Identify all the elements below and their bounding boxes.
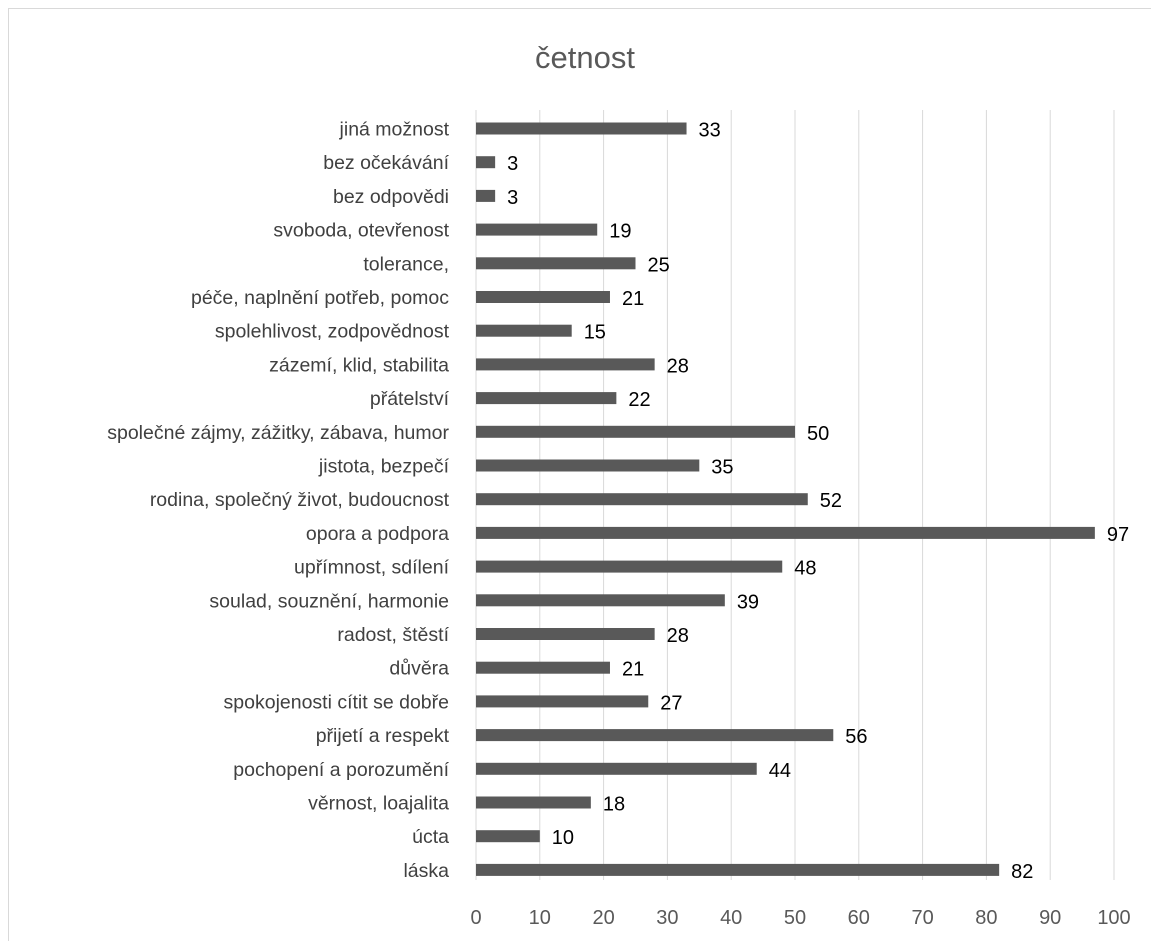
x-tick-label: 0 xyxy=(470,907,481,929)
category-label: zázemí, klid, stabilita xyxy=(269,354,449,376)
category-label: opora a podpora xyxy=(306,523,449,545)
x-tick-label: 20 xyxy=(592,907,614,929)
bar-series xyxy=(476,122,1095,876)
bar xyxy=(476,762,757,775)
bar xyxy=(476,291,610,303)
x-tick-label: 10 xyxy=(529,907,551,929)
category-label: spolehlivost, zodpovědnost xyxy=(215,321,450,343)
data-label: 15 xyxy=(584,322,606,344)
bar xyxy=(476,324,572,337)
category-label: jiná možnost xyxy=(339,119,450,141)
bar xyxy=(476,392,617,405)
x-tick-label: 100 xyxy=(1097,907,1130,929)
bar xyxy=(476,863,1000,876)
category-label: upřímnost, sdílení xyxy=(294,557,450,579)
category-label: věrnost, loajalita xyxy=(308,793,449,815)
data-label: 21 xyxy=(622,288,644,310)
data-label: 3 xyxy=(507,187,518,209)
bar xyxy=(476,661,610,674)
category-label: péče, naplnění potřeb, pomoc xyxy=(191,287,449,309)
category-label: tolerance, xyxy=(363,253,449,275)
x-tick-label: 70 xyxy=(911,907,933,929)
data-label: 25 xyxy=(648,254,670,276)
bar xyxy=(476,358,655,371)
chart-title: četnost xyxy=(535,40,635,75)
category-label: svoboda, otevřenost xyxy=(273,220,449,242)
bar xyxy=(476,830,540,843)
data-label: 27 xyxy=(660,692,682,714)
data-label: 28 xyxy=(667,625,689,647)
category-label: soulad, souznění, harmonie xyxy=(209,590,449,612)
category-label: přijetí a respekt xyxy=(316,725,450,747)
category-label: důvěra xyxy=(389,658,449,680)
x-tick-label: 60 xyxy=(848,907,870,929)
bar xyxy=(476,729,834,742)
x-tick-label: 90 xyxy=(1039,907,1061,929)
category-label: pochopení a porozumění xyxy=(233,759,449,781)
category-label: přátelství xyxy=(370,388,450,410)
bar xyxy=(476,594,725,607)
x-tick-label: 30 xyxy=(656,907,678,929)
data-label: 97 xyxy=(1107,524,1129,546)
bar xyxy=(476,189,496,202)
data-label: 44 xyxy=(769,760,791,782)
data-label: 19 xyxy=(609,221,631,243)
category-label: úcta xyxy=(412,826,449,848)
data-label: 10 xyxy=(552,827,574,849)
category-label: jistota, bezpečí xyxy=(318,456,450,478)
bar xyxy=(476,796,591,809)
category-label: spokojenosti cítit se dobře xyxy=(224,691,449,713)
bar xyxy=(476,526,1095,539)
data-label: 28 xyxy=(667,355,689,377)
data-label: 48 xyxy=(794,558,816,580)
bar xyxy=(476,628,655,640)
data-label: 18 xyxy=(603,794,625,816)
category-label: bez očekávání xyxy=(323,152,449,174)
bar xyxy=(476,493,808,506)
data-label: 39 xyxy=(737,591,759,613)
data-label: 52 xyxy=(820,490,842,512)
data-label: 82 xyxy=(1011,861,1033,883)
category-label: rodina, společný život, budoucnost xyxy=(150,489,450,511)
bar xyxy=(476,223,598,236)
data-label: 3 xyxy=(507,153,518,175)
category-label: společné zájmy, zážitky, zábava, humor xyxy=(107,422,449,444)
bar xyxy=(476,122,687,135)
x-tick-label: 50 xyxy=(784,907,806,929)
data-label: 33 xyxy=(699,120,721,142)
category-label: radost, štěstí xyxy=(337,624,449,646)
bar xyxy=(476,156,496,169)
data-label: 21 xyxy=(622,659,644,681)
data-label: 50 xyxy=(807,423,829,445)
category-label: láska xyxy=(403,860,449,882)
bar xyxy=(476,257,636,270)
bar xyxy=(476,695,649,708)
data-label: 22 xyxy=(628,389,650,411)
bar xyxy=(476,425,795,438)
bar xyxy=(476,560,783,573)
chart-frame xyxy=(8,8,1151,941)
bar xyxy=(476,459,700,472)
x-tick-label: 80 xyxy=(975,907,997,929)
category-label: bez odpovědi xyxy=(333,186,449,208)
x-tick-label: 40 xyxy=(720,907,742,929)
data-label: 35 xyxy=(711,457,733,479)
data-label: 56 xyxy=(845,726,867,748)
